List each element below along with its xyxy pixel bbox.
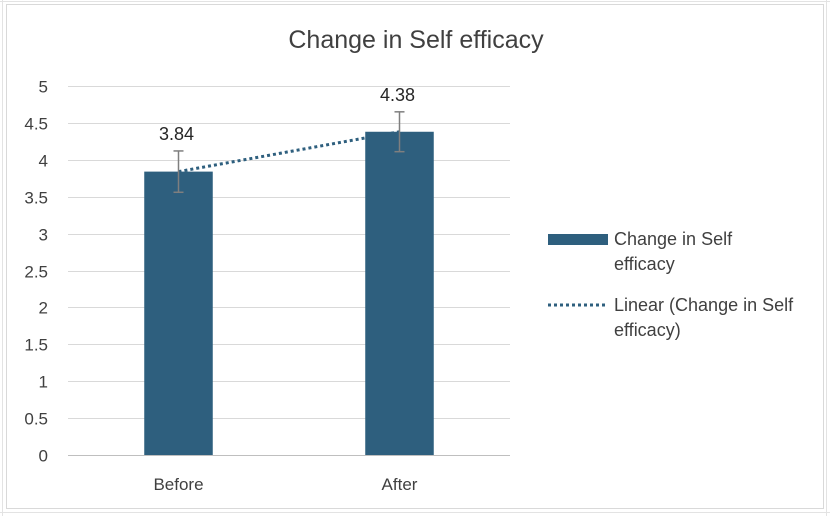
legend-bar-swatch — [548, 234, 608, 245]
legend-trendline-label-line2: efficacy) — [614, 320, 681, 340]
bar[interactable] — [144, 171, 213, 455]
y-tick-label: 2.5 — [24, 263, 48, 282]
bar[interactable] — [365, 131, 434, 456]
y-tick-label: 0 — [39, 447, 48, 466]
data-label: 4.38 — [380, 85, 415, 105]
chart-title[interactable]: Change in Self efficacy — [288, 26, 544, 54]
y-tick-label: 4 — [39, 152, 48, 171]
legend[interactable]: Change in Self efficacy Linear (Change i… — [548, 229, 794, 340]
y-tick-label: 2 — [39, 299, 48, 318]
legend-trendline-label-line1: Linear (Change in Self — [614, 295, 794, 315]
y-tick-label: 5 — [39, 78, 48, 97]
y-tick-label: 1 — [39, 373, 48, 392]
plot-area[interactable]: 0 0.5 1 1.5 2 2.5 3 3.5 4 4.5 5 Before After 3.84 4.38 — [24, 78, 510, 495]
legend-bar-label-line2: efficacy — [614, 254, 675, 274]
chart-area[interactable]: Change in Self efficacy 0 0.5 1 1.5 2 2.5 3 3.5… — [6, 4, 824, 509]
x-category-label: Before — [153, 475, 203, 494]
y-tick-label: 3 — [39, 226, 48, 245]
x-category-label: After — [382, 475, 418, 494]
legend-bar-label-line1: Change in Self — [614, 229, 733, 249]
trendline[interactable] — [178, 130, 400, 174]
y-tick-label: 4.5 — [24, 115, 48, 134]
y-tick-label: 1.5 — [24, 336, 48, 355]
y-tick-label: 3.5 — [24, 189, 48, 208]
data-label: 3.84 — [159, 124, 194, 144]
y-tick-label: 0.5 — [24, 410, 48, 429]
chart-svg: Change in Self efficacy 0 0.5 1 1.5 2 2.5 3 3.5… — [24, 26, 794, 495]
